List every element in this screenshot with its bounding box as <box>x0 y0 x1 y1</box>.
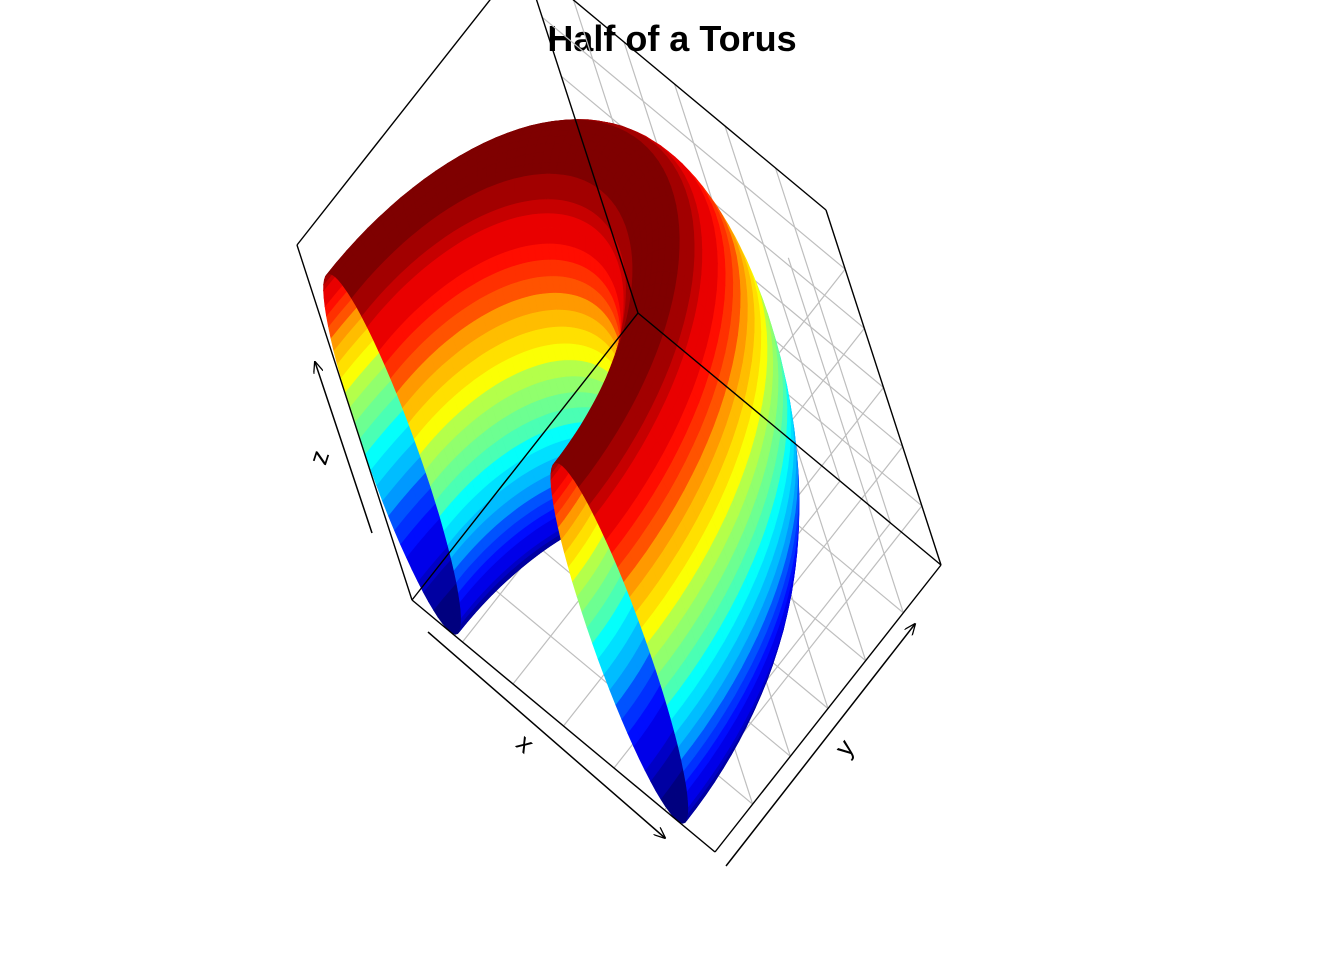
surface-facet <box>553 212 562 230</box>
surface-facet <box>567 229 575 248</box>
chart-title: Half of a Torus <box>547 18 797 59</box>
surface-facet <box>522 174 533 189</box>
surface-facet <box>553 198 562 215</box>
surface-facet <box>522 186 532 202</box>
surface-facet <box>513 164 525 179</box>
grid-line <box>787 257 904 614</box>
surface-facet <box>658 236 666 250</box>
surface-facet <box>664 225 673 238</box>
surface-facet <box>530 185 540 201</box>
surface-facet <box>523 213 534 231</box>
surface-facet <box>546 173 557 187</box>
surface-facet <box>538 198 548 214</box>
surface-facet <box>513 187 524 204</box>
torus-surface <box>323 119 800 824</box>
surface-facet <box>670 247 680 262</box>
surface-facet <box>546 185 556 200</box>
surface-facet <box>573 231 581 250</box>
surface-facet <box>522 163 534 177</box>
surface-facet <box>671 236 680 250</box>
surface-facet <box>573 216 581 235</box>
surface-facet <box>546 212 555 229</box>
surface-facet <box>531 212 541 230</box>
surface-facet <box>546 198 555 214</box>
surface-facet <box>664 236 673 249</box>
grid-line <box>541 16 846 270</box>
surface-facet <box>522 199 533 216</box>
x-axis-label: x <box>511 728 540 759</box>
surface-facet <box>560 228 569 246</box>
surface-facet <box>504 166 516 182</box>
surface-facet <box>538 212 548 229</box>
surface-facet <box>538 173 549 187</box>
z-axis-label: z <box>303 447 336 469</box>
box-edge <box>825 209 942 566</box>
surface-facet <box>560 199 569 216</box>
surface-facet <box>567 200 576 218</box>
surface-facet <box>546 227 556 244</box>
surface-facet <box>671 225 680 239</box>
surface-facet <box>553 227 563 245</box>
y-axis-label: y <box>829 733 861 762</box>
surface-facet <box>538 185 548 200</box>
surface-facet <box>506 203 517 221</box>
surface-facet <box>579 233 586 253</box>
surface-facet <box>560 213 568 231</box>
surface-facet <box>567 214 575 233</box>
surface-facet <box>531 162 542 176</box>
surface-facet <box>514 201 525 218</box>
surface-facet <box>530 198 540 215</box>
surface-facet <box>657 247 666 262</box>
surface-facet <box>530 173 541 188</box>
surface-facet <box>513 175 524 191</box>
surface-facet <box>553 185 563 201</box>
surface-facet <box>664 247 673 261</box>
surface-facet <box>657 226 666 240</box>
